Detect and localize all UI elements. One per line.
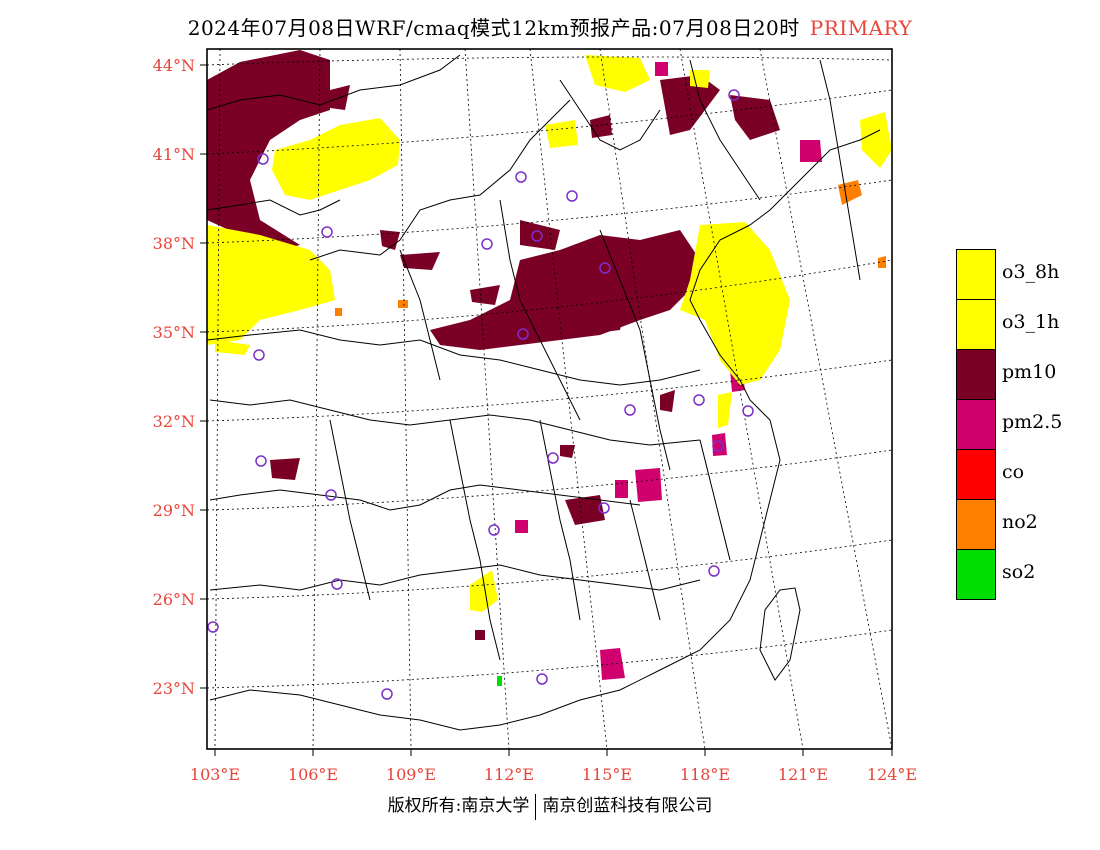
o3-areas	[207, 55, 892, 612]
legend-label: co	[1002, 461, 1025, 483]
copyright-left: 版权所有:南京大学	[387, 796, 530, 816]
lat-label-41: 41°N	[152, 145, 195, 164]
station-markers	[207, 89, 754, 700]
so2-areas	[497, 676, 502, 686]
legend-swatch	[956, 449, 996, 500]
lon-label-112: 112°E	[483, 765, 535, 784]
lon-label-103: 103°E	[189, 765, 241, 784]
legend-swatch	[956, 349, 996, 400]
title-text: 2024年07月08日WRF/cmaq模式12km预报产品:07月08日20时	[187, 16, 800, 40]
legend-swatch	[956, 499, 996, 550]
lat-label-35: 35°N	[152, 323, 195, 342]
lat-ticks	[200, 64, 207, 689]
graticule	[207, 49, 892, 749]
boundaries	[207, 54, 881, 731]
lat-label-32: 32°N	[152, 412, 195, 431]
primary-tag: PRIMARY	[809, 16, 913, 40]
copyright-right: 南京创蓝科技有限公司	[542, 796, 713, 816]
legend-label: pm10	[1002, 361, 1057, 383]
map-frame	[206, 48, 893, 750]
lat-label-29: 29°N	[152, 501, 195, 520]
footer-divider	[535, 793, 537, 820]
lat-label-44: 44°N	[152, 56, 195, 75]
legend-label: o3_8h	[1002, 261, 1060, 283]
legend-label: o3_1h	[1002, 311, 1060, 333]
lat-label-26: 26°N	[152, 590, 195, 609]
lon-label-118: 118°E	[679, 765, 731, 784]
map-title: 2024年07月08日WRF/cmaq模式12km预报产品:07月08日20时 P…	[0, 12, 1100, 41]
lat-label-38: 38°N	[152, 234, 195, 253]
legend-swatch	[956, 549, 996, 600]
legend-swatch	[956, 299, 996, 350]
lon-label-106: 106°E	[287, 765, 339, 784]
lon-ticks	[214, 749, 893, 756]
legend-label: pm2.5	[1002, 411, 1063, 433]
legend-label: so2	[1002, 561, 1036, 583]
legend-swatch	[956, 399, 996, 450]
lon-label-124: 124°E	[866, 765, 918, 784]
lat-label-23: 23°N	[152, 679, 195, 698]
map-content	[207, 49, 892, 749]
legend-label: no2	[1002, 511, 1038, 533]
lon-label-115: 115°E	[581, 765, 633, 784]
pm25-areas	[515, 62, 822, 680]
lon-label-121: 121°E	[777, 765, 829, 784]
lon-label-109: 109°E	[385, 765, 437, 784]
copyright-footer: 版权所有:南京大学 南京创蓝科技有限公司	[0, 791, 1100, 820]
pm10-areas	[207, 50, 780, 640]
legend-swatch	[956, 249, 996, 300]
